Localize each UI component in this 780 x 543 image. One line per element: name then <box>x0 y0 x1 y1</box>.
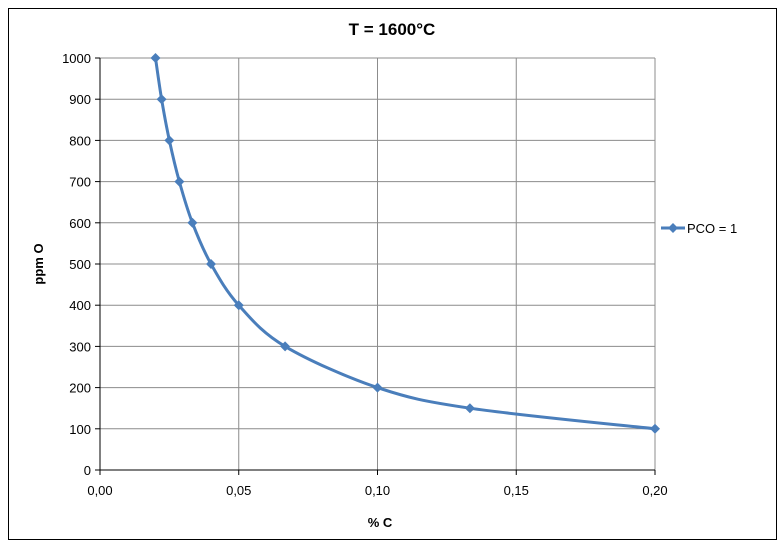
y-tick-label: 600 <box>69 216 91 231</box>
data-point <box>372 382 383 393</box>
y-tick-label: 100 <box>69 422 91 437</box>
x-axis-label: % C <box>368 515 393 530</box>
x-tick-label: 0,15 <box>504 483 529 498</box>
y-axis-label: ppm O <box>31 243 46 284</box>
data-point <box>164 135 175 146</box>
legend-marker <box>668 223 678 233</box>
y-tick-label: 700 <box>69 175 91 190</box>
x-tick-label: 0,05 <box>226 483 251 498</box>
y-tick-label: 900 <box>69 92 91 107</box>
chart-title: T = 1600°C <box>349 20 436 39</box>
y-tick-label: 300 <box>69 339 91 354</box>
y-tick-label: 400 <box>69 298 91 313</box>
data-point <box>187 217 198 228</box>
data-point <box>174 176 185 187</box>
x-tick-label: 0,00 <box>87 483 112 498</box>
x-tick-label: 0,10 <box>365 483 390 498</box>
y-tick-label: 1000 <box>62 51 91 66</box>
y-tick-labels: 0 100 200 300 400 500 600 700 800 900 1000 <box>62 51 91 478</box>
data-point <box>156 94 167 105</box>
axes <box>95 57 656 475</box>
y-tick-label: 500 <box>69 257 91 272</box>
y-tick-label: 200 <box>69 381 91 396</box>
data-point <box>280 341 291 352</box>
data-point <box>206 259 216 269</box>
legend-label: PCO = 1 <box>687 221 737 236</box>
y-tick-label: 0 <box>84 463 91 478</box>
data-point <box>464 403 475 414</box>
data-point <box>150 53 161 63</box>
x-tick-labels: 0,00 0,05 0,10 0,15 0,20 <box>87 483 667 498</box>
y-tick-label: 800 <box>69 133 91 148</box>
series-layer <box>150 53 660 434</box>
x-tick-label: 0,20 <box>642 483 667 498</box>
data-point <box>233 300 244 311</box>
legend: PCO = 1 <box>661 221 737 236</box>
data-point <box>650 423 660 434</box>
